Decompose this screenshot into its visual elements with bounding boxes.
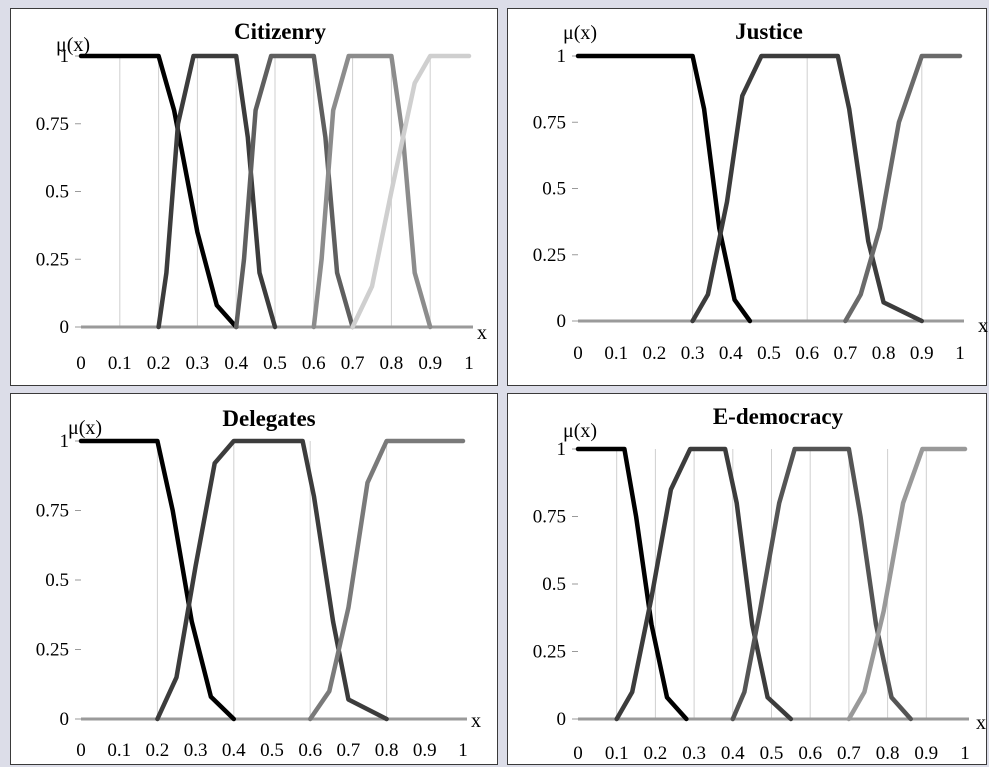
chart-citizenry-title: Citizenry	[234, 19, 326, 44]
chart-delegates-x-tick-label: 0.5	[260, 740, 284, 761]
chart-citizenry-series-line-5	[350, 53, 472, 330]
chart-citizenry-y-axis-label: μ(x)	[56, 34, 90, 56]
chart-justice-x-tick-label: 0.3	[681, 343, 705, 364]
chart-delegates-x-tick-label: 0.3	[184, 740, 208, 761]
chart-e-democracy-x-tick-label: 0.6	[798, 743, 822, 764]
chart-citizenry-y-tick-label: 1	[60, 46, 70, 67]
chart-delegates-x-tick-label: 0.8	[375, 740, 399, 761]
chart-panel-delegates: 0 0.25 0.5 0.75 1 0 0.1 0.2 0.3 0.4 0.5 0.6 0.7 0.8 0.…	[10, 393, 498, 765]
chart-justice-series-line-3	[843, 53, 963, 324]
chart-justice-x-tick-label: 0.9	[910, 343, 934, 364]
chart-citizenry-x-tick-label: 0.3	[186, 353, 210, 374]
chart-e-democracy-series-line-4	[846, 446, 968, 722]
chart-citizenry-x-tick-label: 0.2	[147, 353, 171, 374]
chart-e-democracy-y-tick-label: 0	[557, 709, 567, 730]
chart-delegates-x-tick-label: 0.2	[146, 740, 170, 761]
chart-delegates-y-tick-label: 0.5	[45, 570, 69, 591]
chart-delegates-x-tick-label: 0.1	[107, 740, 131, 761]
chart-justice-y-tick-label: 0.25	[533, 245, 566, 266]
chart-citizenry-y-tick-label: 0	[60, 317, 70, 338]
chart-e-democracy-x-tick-label: 0.4	[721, 743, 745, 764]
chart-e-democracy-x-tick-label: 0.2	[644, 743, 668, 764]
chart-citizenry-y-tick-label: 0.25	[36, 249, 69, 270]
chart-justice-x-tick-label: 1	[955, 343, 965, 364]
chart-delegates-x-axis-label: x	[471, 710, 481, 732]
chart-justice: 0 0.25 0.5 0.75 1 0 0.1 0.2 0.3 0.4 0.5 0.6 0.7 0.8 0.…	[533, 19, 988, 364]
chart-delegates-x-tick-label: 0.4	[222, 740, 246, 761]
chart-e-democracy-x-tick-label: 0.1	[605, 743, 629, 764]
chart-panel-justice: 0 0.25 0.5 0.75 1 0 0.1 0.2 0.3 0.4 0.5 0.6 0.7 0.8 0.…	[507, 8, 988, 386]
chart-justice-x-tick-label: 0.4	[719, 343, 743, 364]
chart-justice-x-tick-label: 0.1	[604, 343, 628, 364]
chart-e-democracy-y-tick-label: 0.75	[533, 507, 566, 528]
chart-citizenry-y-tick-label: 0.5	[45, 182, 69, 203]
chart-justice-y-axis-label: μ(x)	[563, 22, 597, 44]
chart-e-democracy-x-tick-label: 0.5	[760, 743, 784, 764]
chart-e-democracy-y-tick-label: 0.25	[533, 642, 566, 663]
chart-delegates-series-line-1	[78, 438, 237, 722]
chart-citizenry-x-tick-label: 0.4	[224, 353, 248, 374]
chart-delegates-x-tick-label: 0	[76, 740, 86, 761]
chart-delegates: 0 0.25 0.5 0.75 1 0 0.1 0.2 0.3 0.4 0.5 0.6 0.7 0.8 0.…	[36, 406, 481, 761]
chart-delegates-title: Delegates	[222, 406, 315, 431]
chart-e-democracy-title: E-democracy	[713, 404, 844, 429]
chart-citizenry-y-tick-label: 0.75	[36, 114, 69, 135]
chart-justice-series-line-2	[690, 53, 925, 324]
chart-citizenry-series-line-1	[78, 53, 239, 330]
chart-justice-title: Justice	[735, 19, 803, 44]
chart-justice-x-tick-label: 0	[573, 343, 583, 364]
chart-e-democracy-y-axis-label: μ(x)	[563, 420, 597, 442]
chart-delegates-series-line-3	[307, 438, 466, 722]
chart-e-democracy-x-tick-label: 0.3	[682, 743, 706, 764]
chart-justice-x-tick-label: 0.7	[834, 343, 858, 364]
chart-panel-citizenry: 0 0.25 0.5 0.75 1 0 0.1 0.2 0.3 0.4 0.5 0.6 0.7 0.8 0.…	[10, 8, 498, 386]
chart-delegates-y-tick-label: 0.25	[36, 640, 69, 661]
chart-e-democracy-x-tick-label: 0.8	[876, 743, 900, 764]
chart-delegates-x-tick-label: 1	[458, 740, 468, 761]
chart-justice-series-line-1	[575, 53, 753, 324]
chart-justice-y-tick-label: 0.75	[533, 112, 566, 133]
chart-delegates-y-tick-label: 0.75	[36, 501, 69, 522]
chart-delegates-y-tick-label: 1	[60, 431, 70, 452]
chart-delegates-x-tick-label: 0.9	[413, 740, 437, 761]
chart-citizenry-series-line-2	[156, 53, 278, 330]
chart-justice-x-tick-label: 0.2	[643, 343, 667, 364]
chart-citizenry-x-tick-label: 0.7	[341, 353, 365, 374]
chart-citizenry-x-tick-label: 0.9	[418, 353, 442, 374]
chart-delegates-y-tick-label: 0	[60, 709, 70, 730]
chart-citizenry-x-tick-label: 0.6	[302, 353, 326, 374]
chart-citizenry-series-line-4	[311, 53, 433, 330]
chart-citizenry-x-tick-label: 1	[464, 353, 474, 374]
chart-e-democracy-series-line-3	[730, 446, 914, 722]
chart-justice-x-axis-label: x	[978, 315, 988, 337]
chart-justice-x-tick-label: 0.8	[872, 343, 896, 364]
chart-citizenry-x-tick-label: 0.1	[108, 353, 132, 374]
chart-e-democracy: 0 0.25 0.5 0.75 1 0 0.1 0.2 0.3 0.4 0.5 0.6 0.7 0.8 0.…	[533, 404, 986, 764]
chart-citizenry-x-tick-label: 0.8	[380, 353, 404, 374]
chart-e-democracy-x-tick-label: 1	[960, 743, 970, 764]
chart-justice-x-tick-label: 0.5	[757, 343, 781, 364]
chart-justice-y-tick-label: 1	[557, 46, 567, 67]
chart-delegates-x-tick-label: 0.7	[337, 740, 361, 761]
chart-citizenry-x-tick-label: 0	[76, 353, 86, 374]
chart-justice-x-tick-label: 0.6	[795, 343, 819, 364]
chart-panel-e-democracy: 0 0.25 0.5 0.75 1 0 0.1 0.2 0.3 0.4 0.5 0.6 0.7 0.8 0.…	[507, 393, 987, 765]
chart-e-democracy-x-tick-label: 0.9	[914, 743, 938, 764]
chart-citizenry-series-line-3	[233, 53, 355, 330]
chart-citizenry: 0 0.25 0.5 0.75 1 0 0.1 0.2 0.3 0.4 0.5 0.6 0.7 0.8 0.…	[36, 19, 487, 374]
chart-e-democracy-series-line-2	[614, 446, 794, 722]
chart-citizenry-x-axis-label: x	[477, 322, 487, 344]
chart-e-democracy-y-tick-label: 1	[557, 439, 567, 460]
chart-e-democracy-y-tick-label: 0.5	[542, 574, 566, 595]
chart-justice-y-tick-label: 0.5	[542, 179, 566, 200]
chart-delegates-x-tick-label: 0.6	[298, 740, 322, 761]
chart-e-democracy-x-tick-label: 0.7	[837, 743, 861, 764]
chart-citizenry-x-tick-label: 0.5	[263, 353, 287, 374]
chart-e-democracy-x-axis-label: x	[976, 712, 986, 734]
chart-e-democracy-x-tick-label: 0	[573, 743, 583, 764]
chart-justice-y-tick-label: 0	[557, 311, 567, 332]
chart-delegates-series-line-2	[155, 438, 389, 722]
chart-delegates-y-axis-label: μ(x)	[68, 417, 102, 439]
chart-e-democracy-series-line-1	[575, 446, 689, 722]
